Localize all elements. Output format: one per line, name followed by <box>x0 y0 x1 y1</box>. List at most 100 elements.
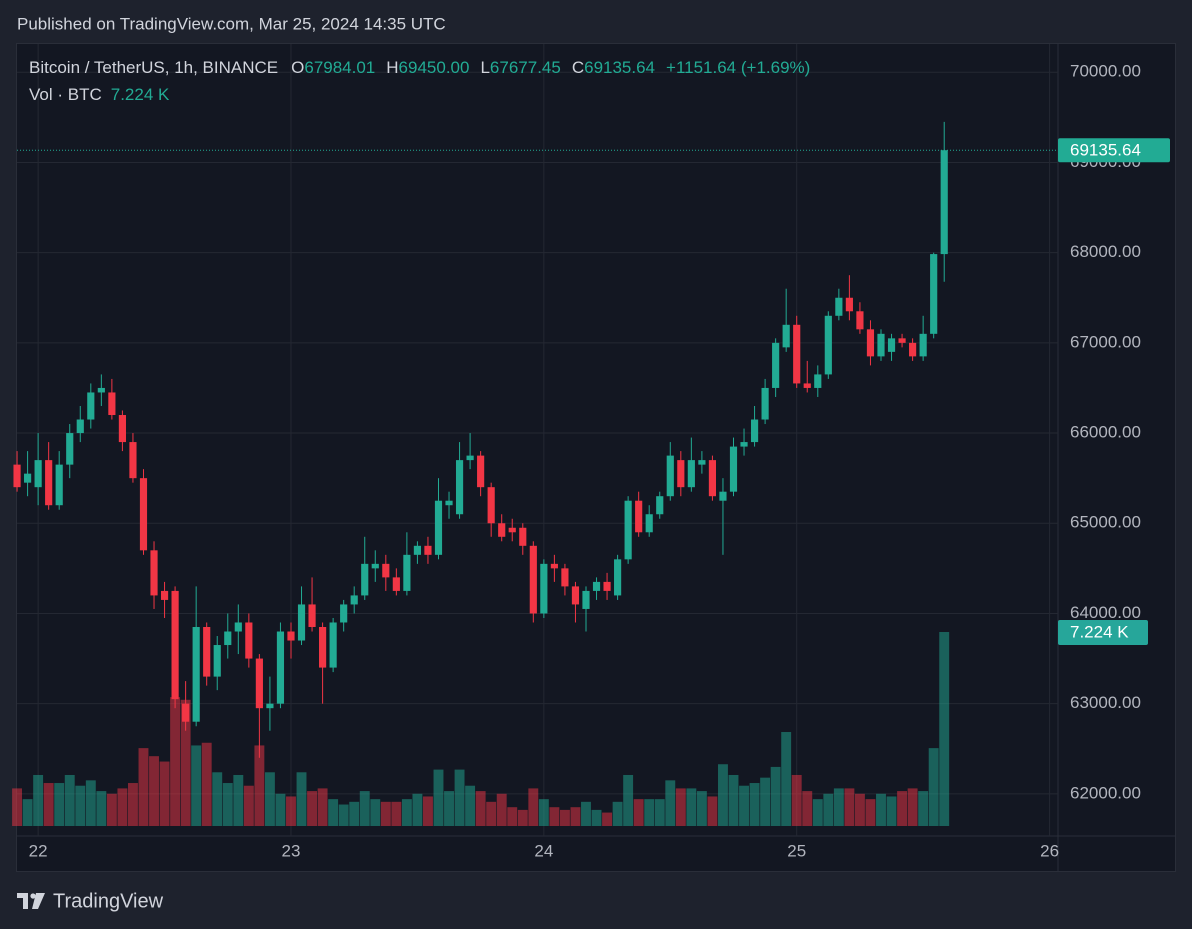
volume-bar <box>222 783 233 826</box>
candle-body <box>403 554 411 591</box>
volume-bar <box>75 785 86 826</box>
volume-bar <box>359 791 370 826</box>
volume-bar <box>844 788 855 826</box>
volume-bar <box>496 793 507 826</box>
candle-body <box>87 392 95 420</box>
y-tick-label: 66000.00 <box>1070 423 1141 442</box>
candle-body <box>708 460 717 497</box>
candle-body <box>540 563 548 614</box>
volume-bar <box>33 774 44 826</box>
candle-body <box>192 626 200 722</box>
candle-body <box>793 324 801 384</box>
candle-body <box>592 581 601 591</box>
volume-bar <box>391 801 402 826</box>
ohlc-value: 67984.01 <box>304 58 375 77</box>
volume-bar <box>465 785 476 826</box>
candle-body <box>24 473 32 483</box>
volume-bar <box>149 756 159 826</box>
candle-body <box>108 392 116 416</box>
volume-bar <box>307 791 318 826</box>
candle-body <box>276 631 285 704</box>
candle-body <box>824 315 832 375</box>
candle-body <box>413 545 421 555</box>
ohlc-key: C <box>572 58 584 77</box>
volume-bar <box>212 772 223 826</box>
y-tick-label: 63000.00 <box>1070 693 1141 712</box>
volume-bar <box>602 812 613 826</box>
volume-bar <box>517 809 528 826</box>
candle-body <box>887 338 896 352</box>
brand-logo <box>17 893 45 909</box>
volume-bar <box>296 772 307 826</box>
volume-bar <box>833 788 844 826</box>
candle-body <box>835 297 843 316</box>
volume-bar <box>770 766 781 826</box>
candle-body <box>234 622 242 632</box>
volume-bar <box>781 732 792 826</box>
volume-bar <box>412 793 423 826</box>
volume-bar <box>475 791 486 826</box>
volume-bar <box>454 769 465 826</box>
candle-body <box>361 563 369 596</box>
last-price-tag <box>1058 138 1170 163</box>
volume-bar <box>201 742 212 826</box>
volume-bar <box>886 796 897 826</box>
candle-body <box>519 527 527 546</box>
candle-body <box>350 595 358 605</box>
volume-bar <box>433 769 444 826</box>
candle-body <box>635 500 643 533</box>
last-price-label: 69135.64 <box>1070 141 1141 160</box>
y-tick-label: 65000.00 <box>1070 513 1141 532</box>
candle-body <box>877 333 885 357</box>
volume-bar <box>854 793 865 826</box>
candle-body <box>297 604 306 641</box>
volume-bar <box>486 801 497 826</box>
candle-body <box>729 446 738 492</box>
candle-body <box>245 622 253 659</box>
candle-body <box>487 487 495 524</box>
volume-bar <box>444 791 454 826</box>
candle-body <box>466 455 474 461</box>
volume-bar <box>665 780 676 826</box>
volume-bar <box>423 796 433 826</box>
volume-bar <box>85 780 96 826</box>
volume-bar <box>254 745 265 826</box>
ohlc-key: O <box>291 58 304 77</box>
candle-body <box>582 590 590 609</box>
candle-body <box>477 455 485 488</box>
volume-bar <box>675 788 686 826</box>
candle-body <box>255 658 263 709</box>
candle-body <box>930 254 938 334</box>
volume-bar <box>791 774 802 826</box>
volume-bar <box>380 801 391 826</box>
volume-bar <box>180 699 191 826</box>
candle-body <box>772 342 780 388</box>
x-tick-label: 22 <box>29 841 48 860</box>
candle-body <box>656 496 664 515</box>
candle-body <box>529 545 537 614</box>
candle-body <box>45 460 53 506</box>
volume-value: 7.224 K <box>111 85 170 104</box>
candle-body <box>445 500 453 506</box>
volume-bar <box>623 774 634 826</box>
candle-body <box>561 568 569 587</box>
candle-body <box>803 383 811 388</box>
volume-bar <box>760 777 771 826</box>
ohlc-key: L <box>480 58 489 77</box>
candle-body <box>34 460 42 488</box>
candle-body <box>203 626 211 677</box>
volume-bar <box>275 793 286 826</box>
candle-body <box>287 631 295 641</box>
volume-bar <box>559 809 570 826</box>
x-tick-label: 24 <box>534 841 553 860</box>
volume-bar <box>718 764 728 826</box>
volume-bar <box>528 788 539 826</box>
volume-bar <box>876 793 886 826</box>
volume-tag-label: 7.224 K <box>1070 622 1129 641</box>
candle-body <box>898 338 906 343</box>
candle-body <box>571 586 580 605</box>
volume-bar <box>64 774 75 826</box>
ohlc-key: H <box>386 58 398 77</box>
ohlc-value: 67677.45 <box>490 58 561 77</box>
candle-body <box>645 514 653 533</box>
